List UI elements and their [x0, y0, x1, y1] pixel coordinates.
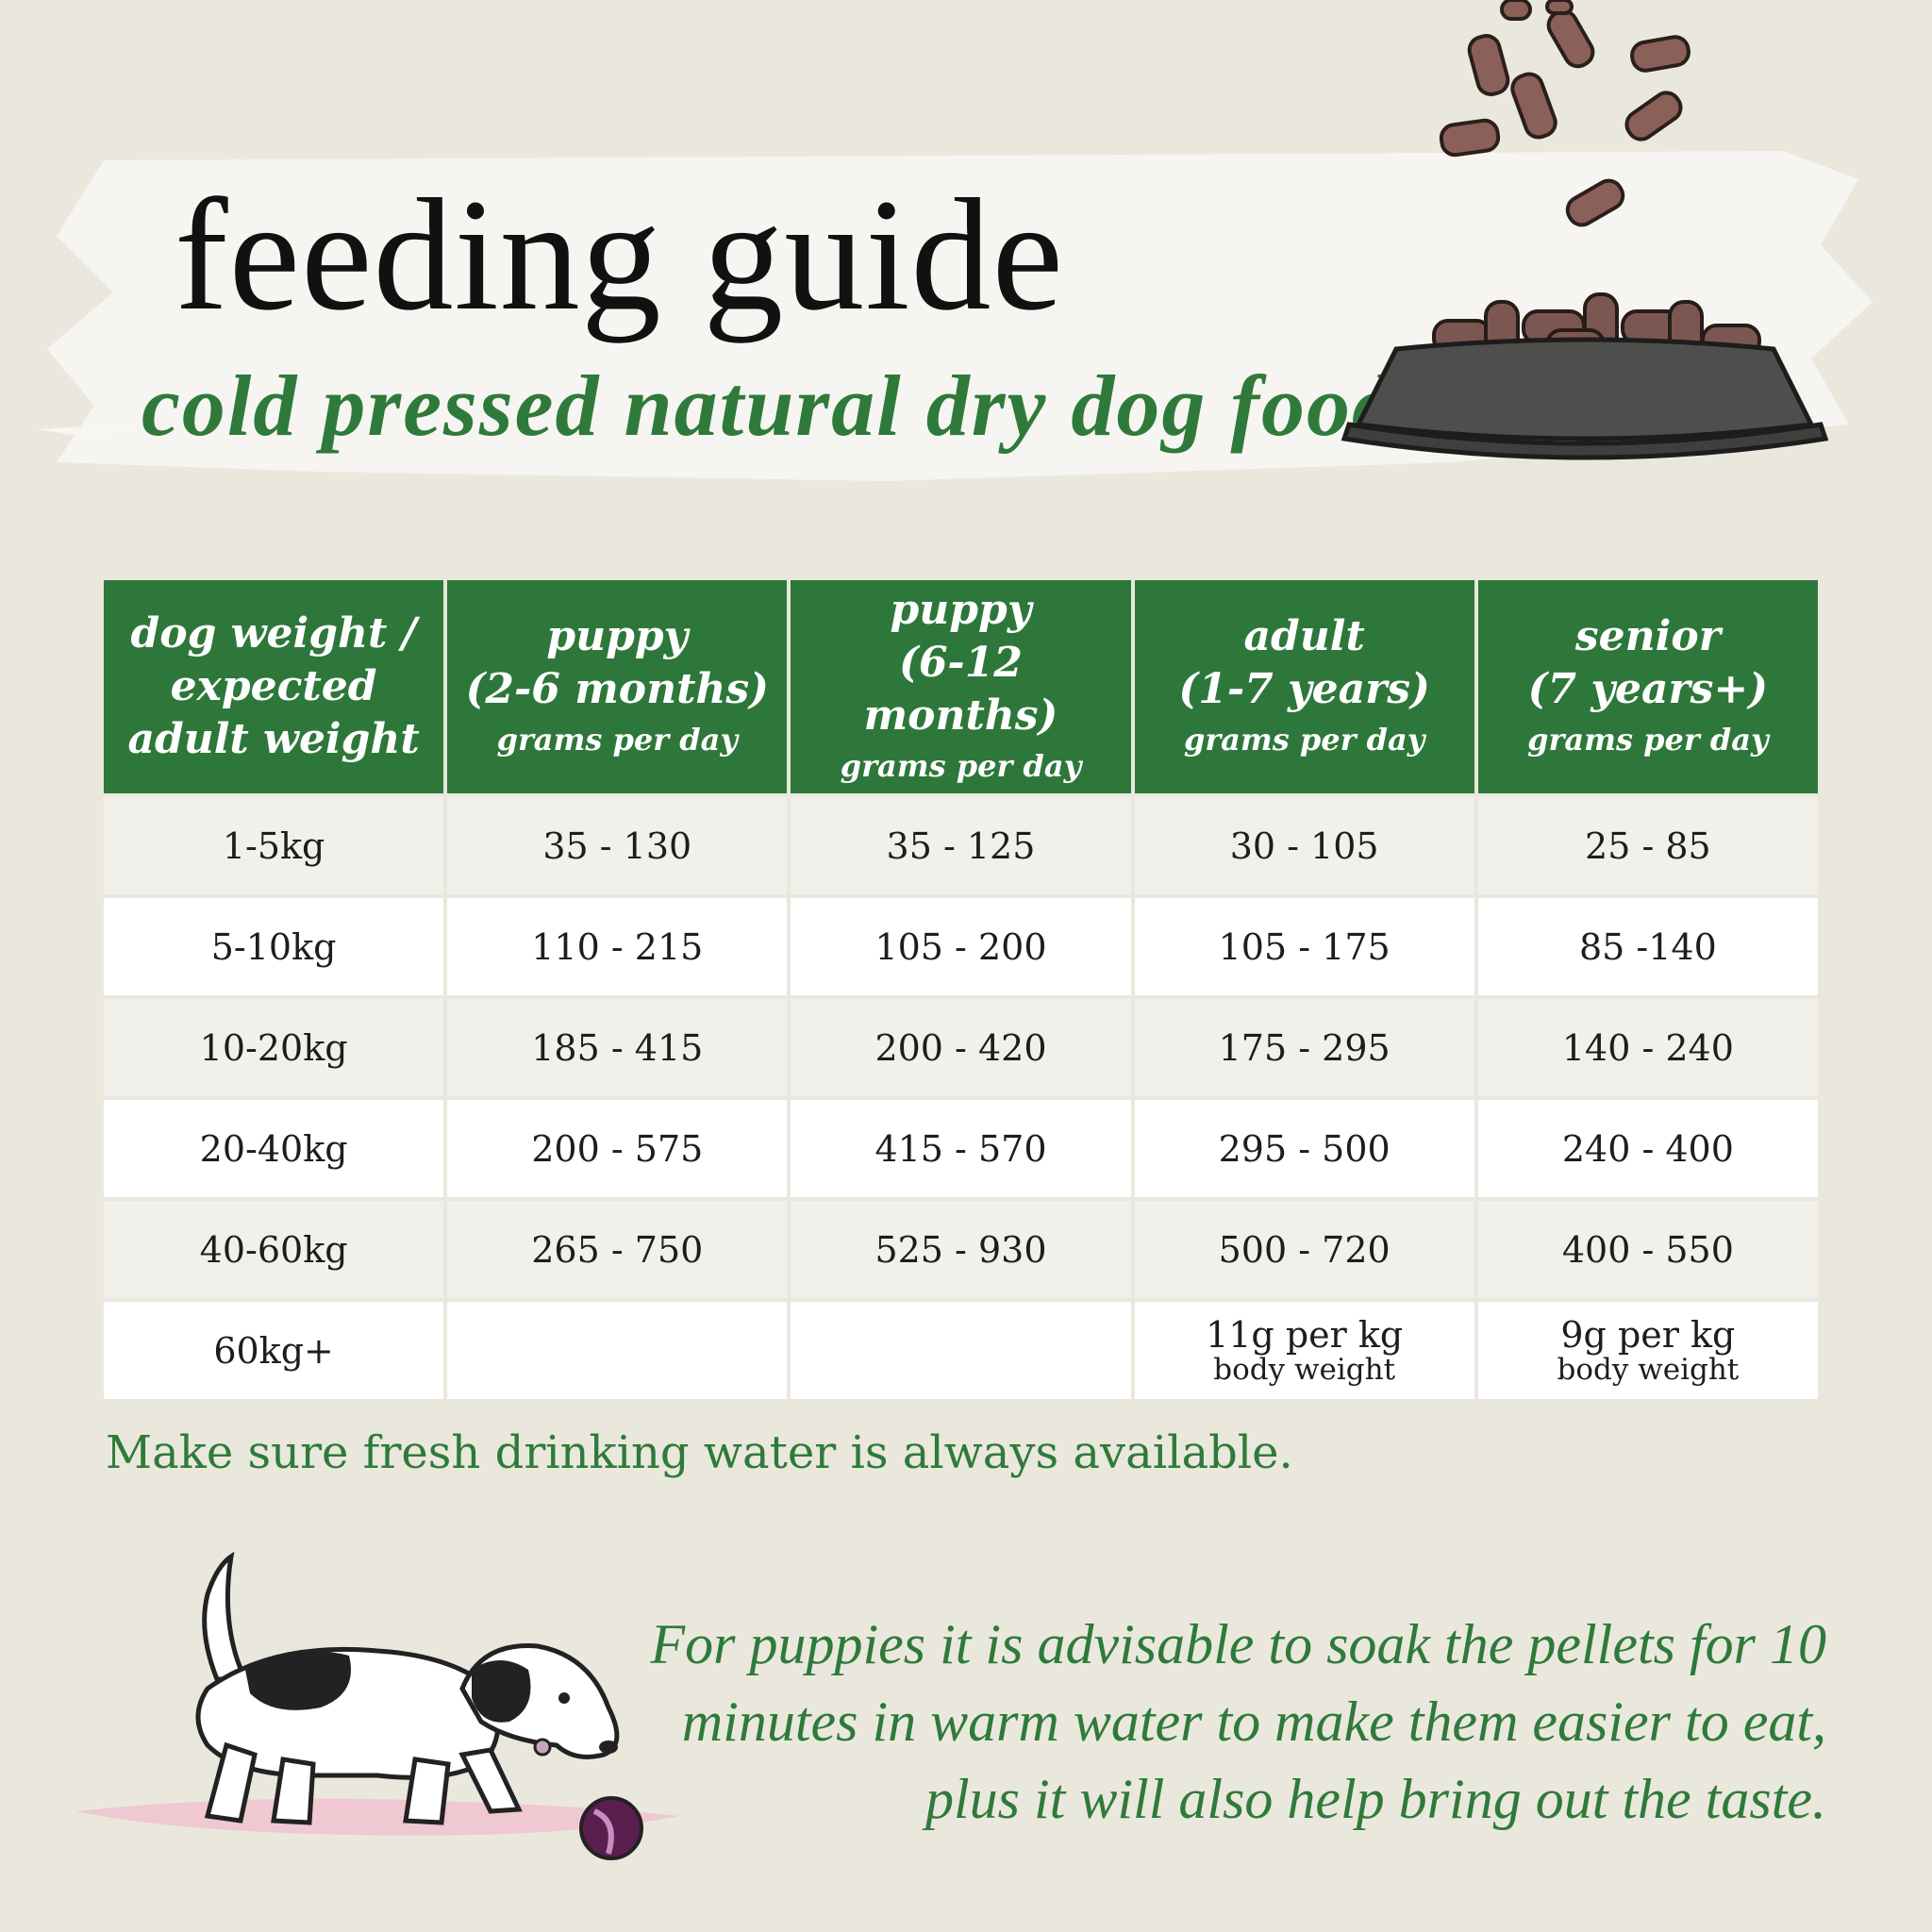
amount-cell: 11g per kg body weight [1134, 1302, 1474, 1399]
weight-cell: 60kg+ [104, 1302, 444, 1399]
weight-cell: 5-10kg [104, 898, 444, 995]
header-senior: senior (7 years+) grams per day [1477, 580, 1818, 793]
amount-cell: 415 - 570 [791, 1100, 1131, 1197]
amount-cell: 25 - 85 [1477, 797, 1818, 894]
amount-cell: 85 -140 [1477, 898, 1818, 995]
table-header-row: dog weight / expected adult weight puppy… [104, 580, 1818, 793]
weight-cell: 1-5kg [104, 797, 444, 894]
header-unit: grams per day [1527, 722, 1769, 758]
amount-cell: 105 - 175 [1134, 898, 1474, 995]
table-row: 1-5kg 35 - 130 35 - 125 30 - 105 25 - 85 [104, 797, 1818, 894]
amount-cell: 9g per kg body weight [1477, 1302, 1818, 1399]
puppy-soaking-note: For puppies it is advisable to soak the … [650, 1613, 1826, 1830]
header-line: expected [170, 662, 377, 710]
amount-cell: 30 - 105 [1134, 797, 1474, 894]
header-line: puppy [890, 586, 1032, 634]
amount-cell: 35 - 125 [791, 797, 1131, 894]
weight-cell: 10-20kg [104, 999, 444, 1096]
amount-per-kg-sub: body weight [1557, 1352, 1740, 1387]
puppy-with-ball-illustration [75, 1551, 679, 1860]
table-row: 5-10kg 110 - 215 105 - 200 105 - 175 85 … [104, 898, 1818, 995]
amount-cell: 185 - 415 [447, 999, 788, 1096]
header-line: adult [1243, 612, 1365, 660]
weight-cell: 20-40kg [104, 1100, 444, 1197]
header-line: puppy [546, 612, 689, 660]
page-subtitle: cold pressed natural dry dog food [142, 358, 1397, 454]
water-note: Make sure fresh drinking water is always… [106, 1426, 1293, 1479]
table-row: 40-60kg 265 - 750 525 - 930 500 - 720 40… [104, 1201, 1818, 1298]
amount-cell: 525 - 930 [791, 1201, 1131, 1298]
feeding-table: dog weight / expected adult weight puppy… [100, 576, 1822, 1403]
amount-cell: 200 - 575 [447, 1100, 788, 1197]
table-row: 20-40kg 200 - 575 415 - 570 295 - 500 24… [104, 1100, 1818, 1197]
header-unit: grams per day [840, 748, 1082, 784]
header-line: dog weight / [130, 609, 417, 658]
header-line: adult weight [127, 715, 420, 763]
header-line: senior [1574, 612, 1721, 660]
header-line: (6-12 months) [863, 639, 1058, 740]
amount-cell: 105 - 200 [791, 898, 1131, 995]
header-puppy-6-12: puppy (6-12 months) grams per day [791, 580, 1131, 793]
amount-cell: 500 - 720 [1134, 1201, 1474, 1298]
amount-cell: 400 - 550 [1477, 1201, 1818, 1298]
header-unit: grams per day [496, 722, 738, 758]
amount-cell-empty [791, 1302, 1131, 1399]
header-line: (2-6 months) [465, 665, 769, 713]
amount-cell: 175 - 295 [1134, 999, 1474, 1096]
amount-cell: 35 - 130 [447, 797, 788, 894]
header-dog-weight: dog weight / expected adult weight [104, 580, 444, 793]
amount-cell: 295 - 500 [1134, 1100, 1474, 1197]
amount-cell: 265 - 750 [447, 1201, 788, 1298]
table-row: 10-20kg 185 - 415 200 - 420 175 - 295 14… [104, 999, 1818, 1096]
amount-cell: 110 - 215 [447, 898, 788, 995]
weight-cell: 40-60kg [104, 1201, 444, 1298]
amount-per-kg: 11g per kg [1206, 1313, 1404, 1356]
header-unit: grams per day [1183, 722, 1425, 758]
falling-pellets-illustration [1439, 0, 1690, 227]
table-row: 60kg+ 11g per kg body weight 9g per kg b… [104, 1302, 1818, 1399]
amount-cell: 240 - 400 [1477, 1100, 1818, 1197]
page-title: feeding guide [175, 166, 1064, 343]
header-line: (7 years+) [1527, 665, 1769, 713]
amount-cell: 200 - 420 [791, 999, 1131, 1096]
header-puppy-2-6: puppy (2-6 months) grams per day [447, 580, 788, 793]
amount-cell: 140 - 240 [1477, 999, 1818, 1096]
header-adult: adult (1-7 years) grams per day [1134, 580, 1474, 793]
food-bowl-illustration [1341, 292, 1829, 460]
amount-per-kg-sub: body weight [1213, 1352, 1396, 1387]
amount-per-kg: 9g per kg [1560, 1313, 1736, 1356]
amount-cell-empty [447, 1302, 788, 1399]
header-line: (1-7 years) [1178, 665, 1430, 713]
